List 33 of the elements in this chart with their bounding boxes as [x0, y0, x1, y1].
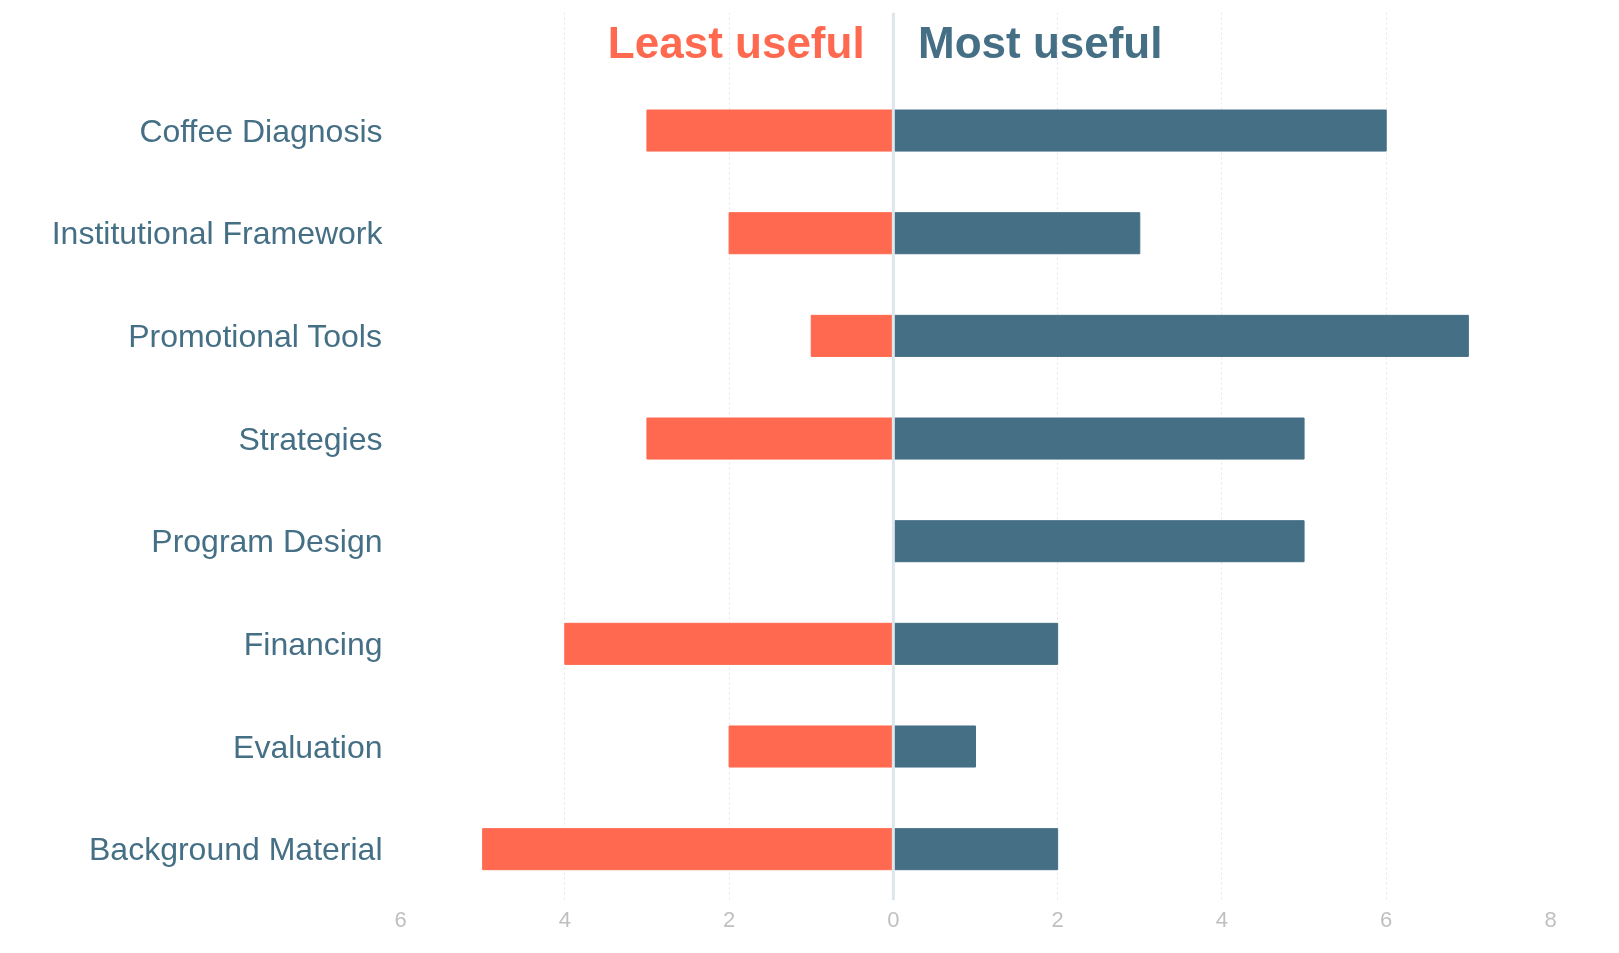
x-tick-label: 2 — [1051, 906, 1064, 932]
bar — [892, 314, 1469, 357]
series-label: Least useful — [607, 17, 865, 67]
x-tick-label: 2 — [722, 906, 736, 932]
x-tick-label: 0 — [887, 906, 900, 932]
y-tick-label: Coffee Diagnosis — [139, 112, 383, 149]
y-tick-label: Program Design — [151, 523, 383, 560]
x-tick-label: 4 — [558, 906, 571, 932]
x-tick-label: 8 — [1544, 906, 1557, 932]
bar — [892, 725, 976, 768]
y-tick-label: Background Material — [89, 831, 383, 868]
bar — [892, 622, 1059, 665]
bar — [892, 212, 1141, 255]
series-label: Most useful — [918, 17, 1163, 67]
bar — [646, 109, 894, 152]
y-tick-label: Promotional Tools — [128, 317, 382, 354]
bar — [482, 828, 894, 871]
bar — [728, 212, 894, 255]
x-tick-label: 4 — [1215, 906, 1229, 932]
bar — [810, 314, 894, 357]
bar — [728, 725, 894, 768]
y-tick-label: Strategies — [238, 420, 383, 457]
y-tick-label: Institutional Framework — [51, 215, 384, 252]
bar — [646, 417, 894, 460]
bar — [892, 109, 1387, 152]
bar — [892, 828, 1059, 871]
bar — [564, 622, 894, 665]
x-tick-label: 6 — [1380, 906, 1393, 932]
x-tick-label: 6 — [394, 906, 407, 932]
y-tick-label: Financing — [243, 625, 383, 662]
bar — [892, 417, 1305, 460]
y-tick-label: Evaluation — [233, 728, 383, 765]
bar — [892, 520, 1305, 563]
